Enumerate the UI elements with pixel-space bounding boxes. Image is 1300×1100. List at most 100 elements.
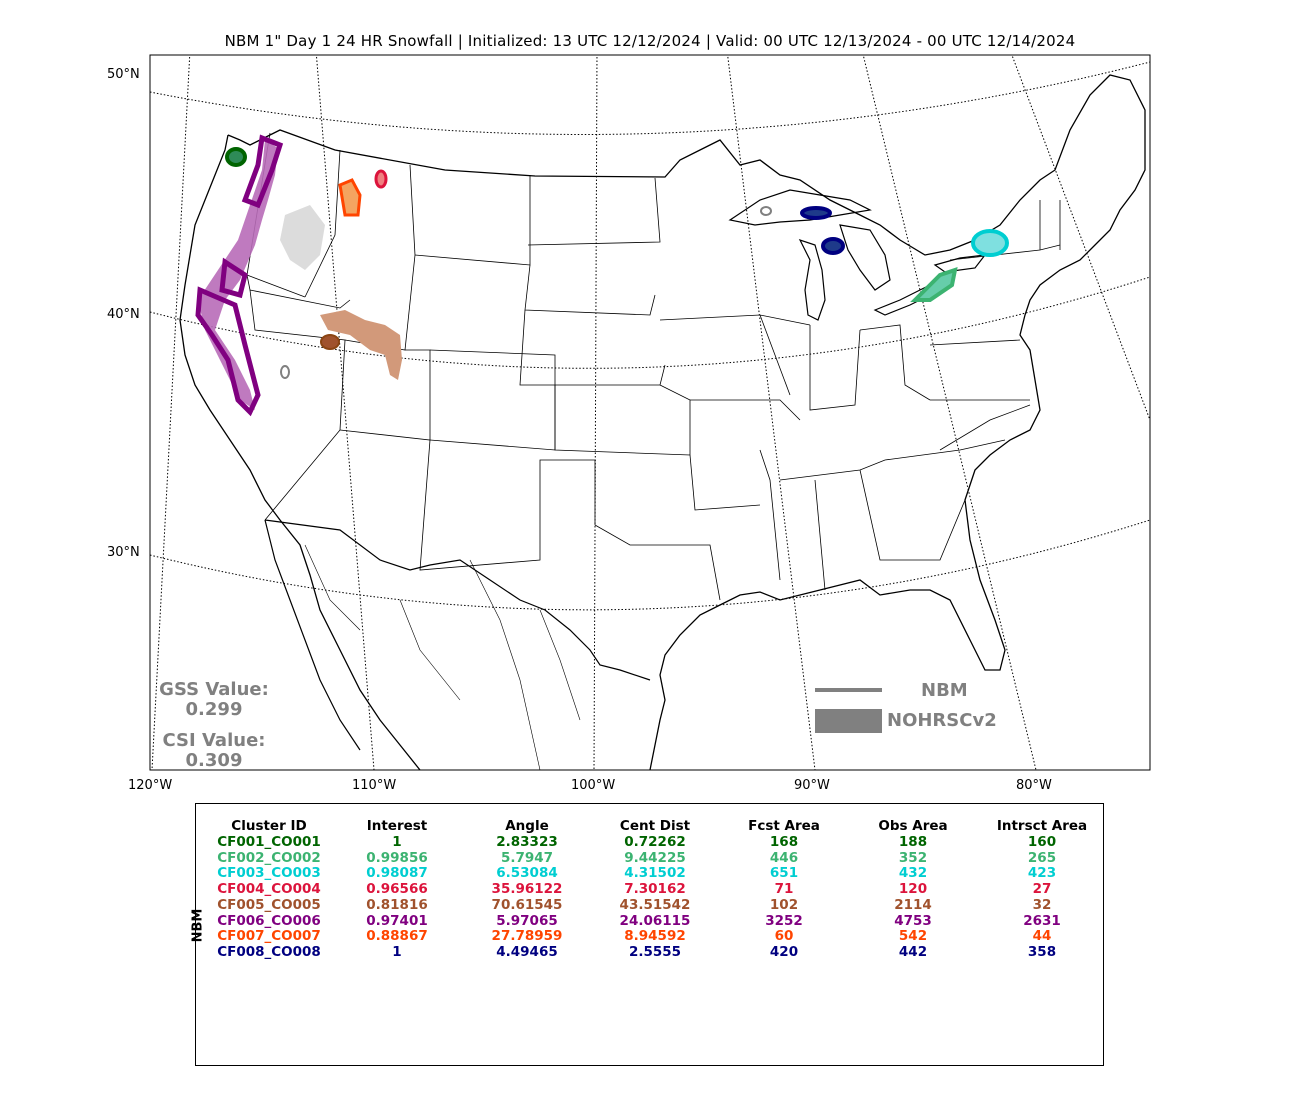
table-cell: 2.5555 (628, 943, 682, 960)
table-cell: 2631 (1023, 912, 1061, 929)
lat-label-30n: 30°N (107, 545, 140, 560)
lon-label-100w: 100°W (571, 778, 616, 793)
table-cell: 2.83323 (496, 834, 558, 850)
latitude-line-30n (150, 519, 1150, 611)
table-cell: 0.99856 (366, 849, 428, 866)
map-frame (149, 54, 1151, 771)
cluster-cf005-obs (320, 310, 402, 380)
table-cell: 71 (774, 881, 794, 898)
mexico-border (264, 519, 651, 681)
table-cell: 542 (898, 928, 928, 945)
table-cell: CF008_CO008 (217, 943, 321, 960)
table-cell: 27.78959 (491, 928, 563, 945)
cluster-unmatched-gray (280, 205, 325, 270)
table-cell: 7.30162 (624, 881, 686, 898)
csi-value: 0.309 (185, 750, 243, 771)
state-borders (246, 132, 1061, 601)
table-cell: 423 (1027, 865, 1057, 882)
header-fcst-area: Fcst Area (748, 818, 820, 834)
table-cell: 24.06115 (619, 912, 691, 929)
table-cell: 446 (769, 849, 799, 866)
legend-obs-box (815, 709, 882, 733)
table-cell: CF001_CO001 (217, 834, 321, 850)
cluster-unmatched-small (280, 365, 290, 379)
header-interest: Interest (366, 818, 428, 834)
snow-clusters (195, 134, 1009, 417)
gss-label: GSS Value: (159, 679, 269, 700)
table-cell: 160 (1027, 834, 1057, 850)
table-cell: 1 (392, 943, 402, 960)
cluster-cf007 (338, 178, 362, 217)
table-cell: 0.72262 (624, 834, 686, 850)
lon-label-110w: 110°W (352, 778, 397, 793)
header-obs-area: Obs Area (878, 818, 948, 834)
lat-label-50n: 50°N (107, 67, 140, 82)
table-cell: 4.49465 (496, 943, 558, 960)
table-cell: 352 (898, 849, 928, 866)
longitude-line-80w (862, 55, 1037, 770)
cluster-cf003 (971, 229, 1009, 257)
baja (264, 519, 361, 751)
header-angle: Angle (505, 818, 549, 834)
table-cell: 2114 (894, 896, 932, 913)
latitude-line-50n (150, 61, 1150, 135)
lon-label-80w: 80°W (1016, 778, 1052, 793)
table-cell: CF003_CO003 (217, 865, 321, 882)
lake-ontario (933, 254, 987, 273)
table-cell: CF002_CO002 (217, 849, 321, 866)
table-cell: 168 (769, 834, 799, 850)
longitude-line-90w (727, 55, 816, 770)
table-cell: 432 (898, 865, 928, 882)
lon-label-120w: 120°W (128, 778, 173, 793)
table-cell: 3252 (765, 912, 803, 929)
table-cell: 651 (769, 865, 799, 882)
lake-michigan (798, 238, 826, 321)
legend-obs-label: NOHRSCv2 (887, 710, 997, 731)
longitude-line-110w (315, 55, 375, 770)
table-cell: 0.97401 (366, 912, 428, 929)
table-cell: 6.53084 (496, 865, 558, 882)
us-outline (227, 74, 1146, 770)
lat-label-40n: 40°N (107, 307, 140, 322)
table-cell: CF004_CO004 (217, 881, 321, 898)
table-cell: CF005_CO005 (217, 896, 321, 913)
cluster-cf001 (225, 147, 247, 167)
table-cell: 9.44225 (624, 849, 686, 866)
table-cell: 60 (774, 928, 794, 945)
cluster-cf008-a (800, 206, 832, 220)
legend-nbm-label: NBM (921, 680, 968, 701)
cluster-cf002 (910, 267, 958, 302)
cluster-cf008-b (821, 237, 845, 255)
map-title: NBM 1" Day 1 24 HR Snowfall | Initialize… (224, 32, 1076, 50)
longitude-line-120w (151, 55, 191, 770)
csi-label: CSI Value: (162, 730, 266, 751)
lake-superior (728, 189, 872, 226)
table-cell: 265 (1027, 849, 1057, 866)
cluster-unmatched-small-2 (760, 206, 772, 216)
table-cell: 44 (1032, 928, 1052, 945)
table-cell: 120 (898, 881, 928, 898)
lon-label-90w: 90°W (794, 778, 830, 793)
table-cell: 5.97065 (496, 912, 558, 929)
header-intrsct-area: Intrsct Area (996, 818, 1088, 834)
longitude-line-70w (1011, 55, 1150, 421)
mexico-interior (304, 544, 581, 770)
table-cell: 0.98087 (366, 865, 428, 882)
latitude-line-40n (150, 276, 1150, 369)
gss-value: 0.299 (185, 699, 243, 720)
table-cell: 27 (1032, 881, 1052, 898)
table-cell: CF006_CO006 (217, 912, 321, 929)
cluster-stats-table: Cluster ID Interest Angle Cent Dist Fcst Are… (195, 803, 1104, 1066)
table-cell: 5.7947 (500, 849, 554, 866)
lake-huron (839, 224, 891, 291)
table-cell: 358 (1027, 943, 1057, 960)
table-cell: 8.94592 (624, 928, 686, 945)
table-cell: 188 (898, 834, 928, 850)
cluster-cf004 (374, 169, 388, 189)
table-cell: 442 (898, 943, 928, 960)
table-cell: 0.81816 (366, 896, 428, 913)
table-cell: 4753 (894, 912, 932, 929)
table-cell: 420 (769, 943, 799, 960)
table-cell: 0.88867 (366, 928, 428, 945)
